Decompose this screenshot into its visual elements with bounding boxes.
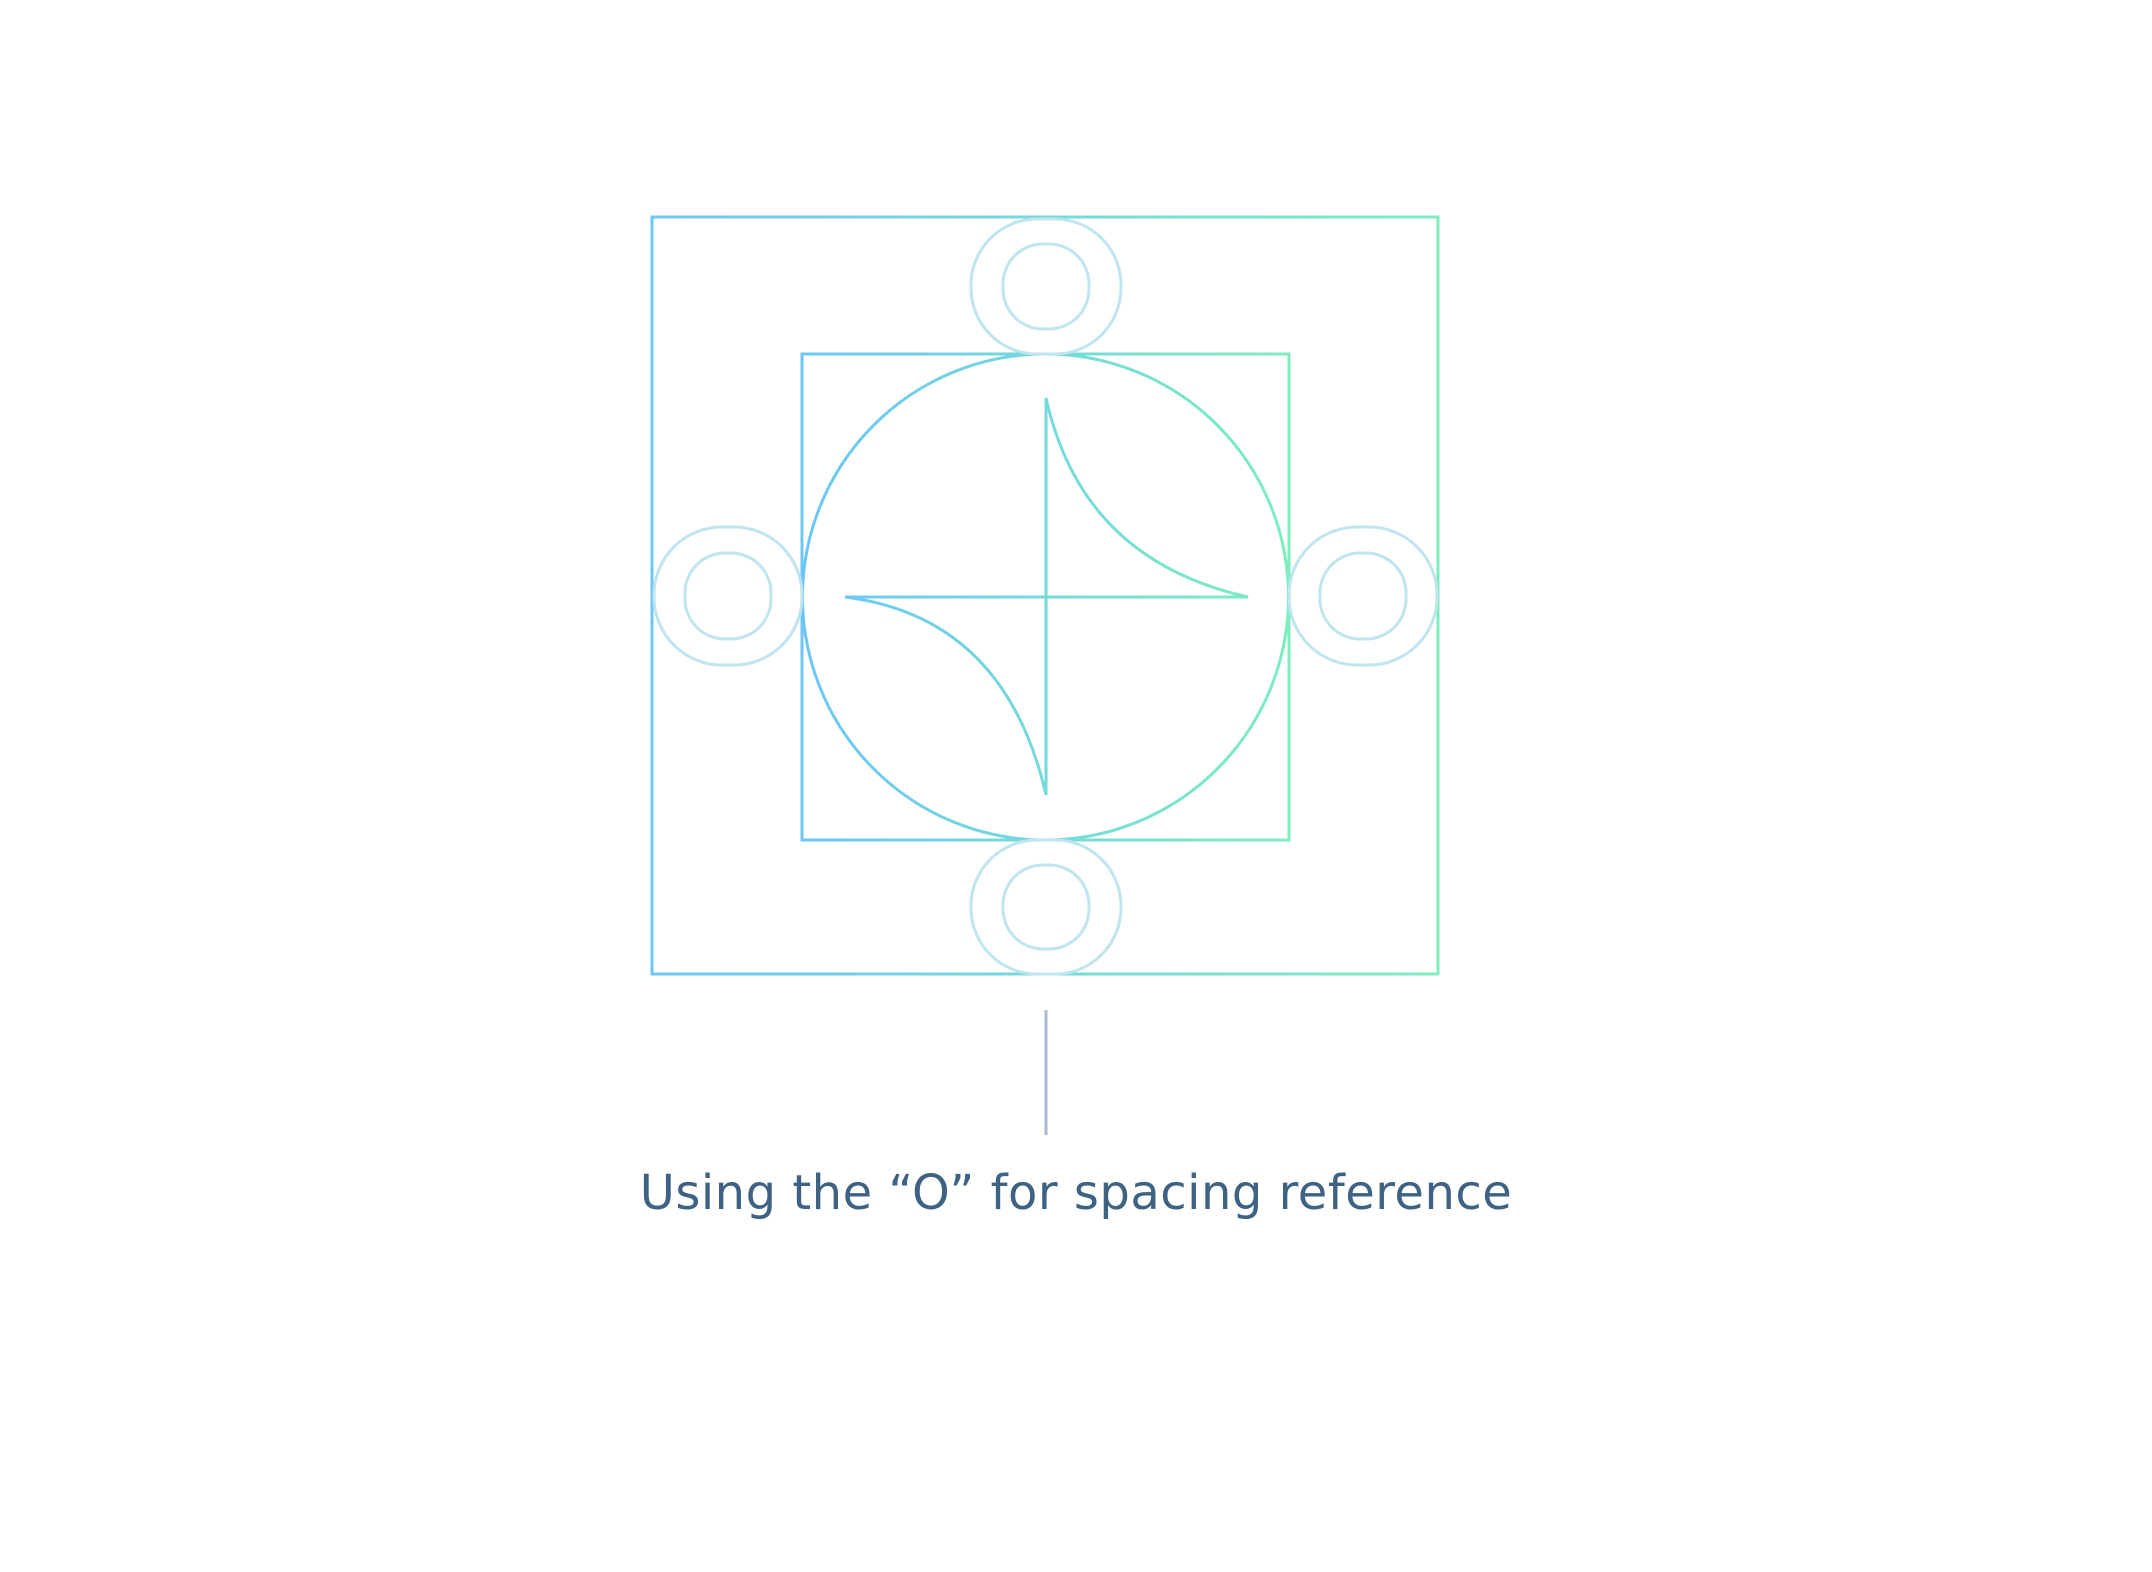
star-lower-left-arc: [844, 595, 1048, 796]
star-upper-right-arc: [1044, 397, 1249, 599]
four-point-star-icon: [844, 397, 1249, 796]
letter-o-top-icon: [969, 217, 1123, 356]
letter-o-left-icon: [652, 525, 804, 667]
letter-o-right-icon: [1287, 525, 1439, 667]
diagram-caption: Using the “O” for spacing reference: [639, 1165, 1513, 1221]
letter-o-bottom-icon: [969, 838, 1123, 976]
